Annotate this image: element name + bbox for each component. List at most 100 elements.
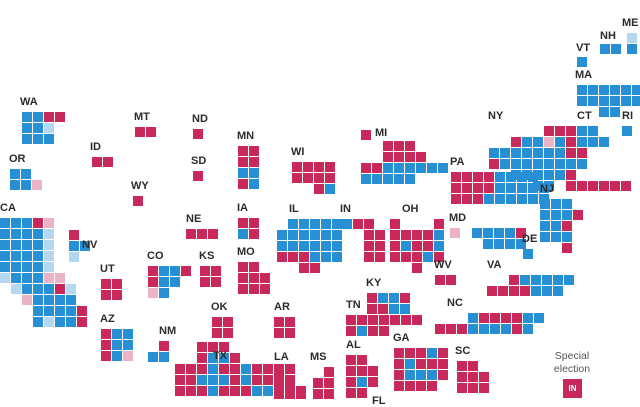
district-square xyxy=(33,112,43,122)
district-square xyxy=(101,340,111,350)
district-square xyxy=(313,389,323,399)
state-label-ia: IA xyxy=(237,202,248,214)
district-square xyxy=(523,313,533,323)
district-square xyxy=(446,324,456,334)
district-square xyxy=(175,386,185,396)
state-districts-al xyxy=(346,355,378,398)
district-square xyxy=(505,239,515,249)
state-label-ct: CT xyxy=(577,110,592,122)
district-square xyxy=(77,317,87,327)
district-square xyxy=(159,352,169,362)
district-square xyxy=(479,383,489,393)
district-square xyxy=(288,241,298,251)
district-square xyxy=(11,284,21,294)
district-square xyxy=(170,266,180,276)
district-square xyxy=(512,324,522,334)
district-square xyxy=(553,275,563,285)
district-square xyxy=(11,218,21,228)
district-square xyxy=(416,381,426,391)
district-square xyxy=(511,137,521,147)
district-square xyxy=(208,353,218,363)
district-square xyxy=(11,229,21,239)
district-square xyxy=(390,219,400,229)
district-square xyxy=(0,240,10,250)
state-districts-vt xyxy=(577,57,587,67)
district-square xyxy=(314,184,324,194)
district-square xyxy=(223,328,233,338)
district-square xyxy=(241,364,251,374)
district-square xyxy=(33,218,43,228)
district-square xyxy=(10,169,20,179)
district-square xyxy=(555,137,565,147)
district-square xyxy=(22,229,32,239)
state-districts-md xyxy=(450,228,526,249)
district-square xyxy=(22,123,32,133)
district-square xyxy=(490,313,500,323)
district-square xyxy=(332,219,342,229)
district-square xyxy=(112,329,122,339)
district-square xyxy=(621,181,631,191)
district-square xyxy=(252,386,262,396)
district-square xyxy=(427,370,437,380)
district-square xyxy=(364,241,374,251)
state-label-vt: VT xyxy=(576,42,591,54)
district-square xyxy=(22,284,32,294)
district-square xyxy=(112,340,122,350)
district-square xyxy=(33,262,43,272)
district-square xyxy=(285,364,295,374)
district-square xyxy=(260,284,270,294)
district-square xyxy=(577,126,587,136)
district-square xyxy=(462,183,472,193)
district-square xyxy=(457,361,467,371)
district-square xyxy=(577,137,587,147)
state-label-ca: CA xyxy=(0,202,16,214)
district-square xyxy=(490,324,500,334)
district-square xyxy=(405,163,415,173)
state-label-nj: NJ xyxy=(540,183,555,195)
district-square xyxy=(238,168,248,178)
district-square xyxy=(517,172,527,182)
state-districts-me xyxy=(627,33,637,54)
district-square xyxy=(44,306,54,316)
district-square xyxy=(400,293,410,303)
district-square xyxy=(325,184,335,194)
district-square xyxy=(208,229,218,239)
district-square xyxy=(346,315,356,325)
district-square xyxy=(522,137,532,147)
district-square xyxy=(230,364,240,374)
district-square xyxy=(489,159,499,169)
district-square xyxy=(495,194,505,204)
district-square xyxy=(22,240,32,250)
district-square xyxy=(484,172,494,182)
district-square xyxy=(101,351,111,361)
district-square xyxy=(55,273,65,283)
district-square xyxy=(416,370,426,380)
district-square xyxy=(427,348,437,358)
district-square xyxy=(274,328,284,338)
district-square xyxy=(223,317,233,327)
district-square xyxy=(299,219,309,229)
state-label-oh: OH xyxy=(402,203,419,215)
district-square xyxy=(412,241,422,251)
state-label-nc: NC xyxy=(447,297,463,309)
district-square xyxy=(378,293,388,303)
district-square xyxy=(324,378,334,388)
district-square xyxy=(372,163,382,173)
district-square xyxy=(288,219,298,229)
district-square xyxy=(80,241,90,251)
district-square xyxy=(260,273,270,283)
district-square xyxy=(627,44,637,54)
state-districts-ar xyxy=(274,317,295,338)
district-square xyxy=(238,273,248,283)
district-square xyxy=(562,243,572,253)
district-square xyxy=(427,381,437,391)
district-square xyxy=(148,352,158,362)
district-square xyxy=(249,168,259,178)
district-square xyxy=(299,241,309,251)
district-square xyxy=(314,173,324,183)
district-square xyxy=(378,304,388,314)
district-square xyxy=(321,241,331,251)
district-square xyxy=(375,252,385,262)
state-districts-ma xyxy=(577,85,640,117)
district-square xyxy=(577,57,587,67)
